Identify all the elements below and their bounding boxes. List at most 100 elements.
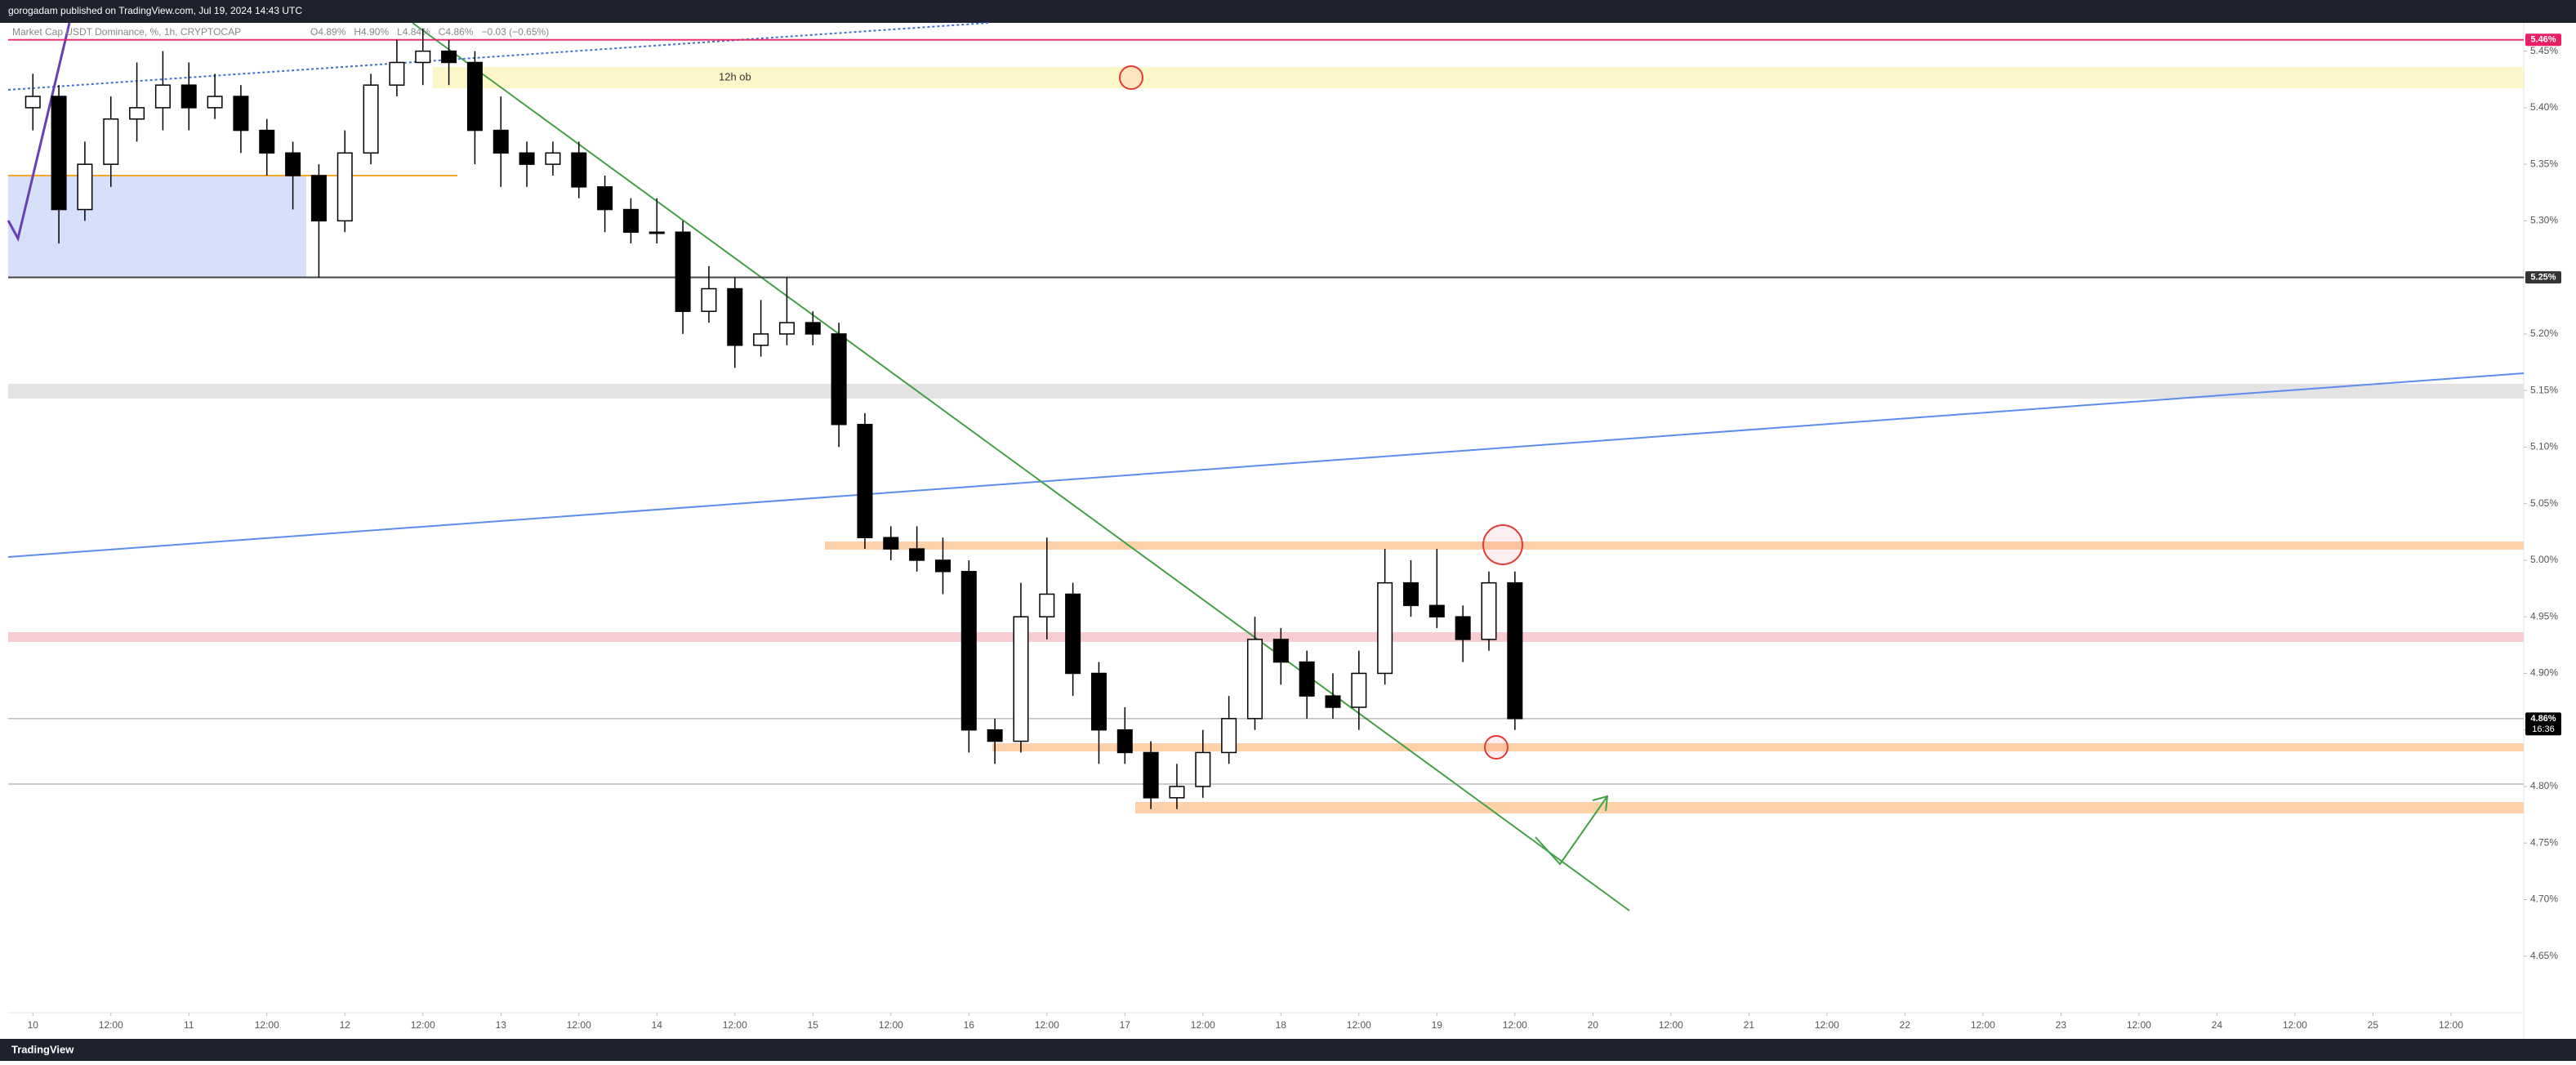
y-tick-label: 4.90% [2530,667,2558,679]
candle-body [77,163,93,211]
candle-body [1116,729,1133,754]
arrow-head [1592,795,1609,812]
x-tick-label: 12 [340,1019,351,1031]
x-tick-label: 12:00 [255,1019,279,1031]
y-tick-label: 5.30% [2530,215,2558,226]
candle-body [1325,695,1341,708]
price-tag [2525,271,2561,284]
candle-body [1143,751,1159,799]
candle-body [285,152,301,176]
candle-body [597,186,613,211]
x-tick-label: 15 [808,1019,819,1031]
candle-body [466,61,483,131]
x-tick-label: 14 [652,1019,663,1031]
candle-body [857,423,873,538]
marker-circle [1484,735,1509,760]
candle-body [154,84,171,109]
candle-body [1402,582,1419,607]
x-tick-label: 17 [1120,1019,1131,1031]
x-tick-label: 12:00 [1659,1019,1683,1031]
candle-body [1065,593,1081,675]
x-tick-label: 13 [496,1019,507,1031]
candle-body [180,84,197,109]
x-tick-label: 12:00 [1503,1019,1527,1031]
published-text: gorogadam published on TradingView.com, … [8,5,302,16]
candle-body [1272,639,1289,663]
candle-body [492,129,509,154]
x-tick-label: 12:00 [2283,1019,2307,1031]
candle-body [909,548,925,561]
candle-body [259,129,275,154]
candle-body [701,287,717,312]
candle-body [778,322,795,335]
y-tick-label: 4.70% [2530,893,2558,905]
x-tick-label: 12:00 [1815,1019,1839,1031]
x-tick-label: 12:00 [411,1019,435,1031]
candle-body [51,96,67,211]
gray-zone [8,384,2524,399]
candle-body [1299,661,1315,697]
ohlc-value: L4.84% [397,26,430,38]
y-tick-label: 5.10% [2530,441,2558,452]
x-tick-label: 12:00 [1191,1019,1215,1031]
candle-body [1351,672,1367,708]
x-tick-label: 12:00 [99,1019,123,1031]
candle-body [1377,582,1393,675]
y-tick-label: 5.20% [2530,328,2558,339]
zone-label: 12h ob [719,70,751,82]
y-tick-label: 5.40% [2530,101,2558,113]
candle-body [1481,582,1497,640]
candle-body [1221,718,1237,754]
candle-body [1013,616,1029,742]
ohlc-value: C4.86% [439,26,474,38]
candle-body [675,231,691,312]
drawings: 12h ob [7,22,2525,911]
y-tick-label: 5.45% [2530,45,2558,56]
x-tick-label: 20 [1588,1019,1599,1031]
x-tick-label: 22 [1900,1019,1911,1031]
candle-body [415,50,431,64]
candle-body [519,152,535,165]
top-bar [0,0,2576,23]
price-tag [2525,712,2561,736]
y-tick-label: 4.95% [2530,610,2558,622]
x-tick-label: 21 [1744,1019,1755,1031]
y-tick-label: 4.75% [2530,836,2558,848]
price-tag [2525,33,2561,47]
order-block-zone [433,67,2524,88]
y-tick-label: 5.05% [2530,497,2558,509]
candle-body [363,84,379,154]
candle-body [1455,616,1471,640]
candle-body [804,322,821,335]
candle-body [1039,593,1055,617]
candle-body [883,537,899,550]
price-tag-countdown: 16:36 [2532,724,2555,734]
x-tick-label: 12:00 [879,1019,903,1031]
candle-body [1195,751,1211,787]
candle-body [441,50,457,64]
x-tick-label: 12:00 [723,1019,747,1031]
x-tick-label: 12:00 [1347,1019,1371,1031]
candle-body [1169,786,1185,799]
candle-body [545,152,561,165]
x-tick-label: 23 [2056,1019,2067,1031]
candle-body [1090,672,1107,731]
y-tick-label: 5.00% [2530,554,2558,565]
x-tick-label: 12:00 [1035,1019,1059,1031]
pink-zone [8,632,2524,642]
x-tick-label: 12:00 [2127,1019,2151,1031]
symbol-title: Market Cap USDT Dominance, %, 1h, CRYPTO… [12,26,241,38]
candle-body [648,231,665,234]
ohlc-value: O4.89% [310,26,346,38]
candle-body [25,96,41,109]
candle-body [310,175,327,222]
green-arrow [1535,795,1608,866]
x-tick-label: 11 [184,1019,194,1031]
candle-body [1428,604,1445,617]
bottom-bar [0,1039,2576,1061]
y-tick-label: 4.65% [2530,950,2558,961]
candle-body [753,333,769,346]
candle-body [960,571,977,731]
candle-body [129,107,145,120]
